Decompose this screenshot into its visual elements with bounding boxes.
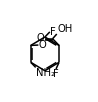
Text: OH: OH [57,24,72,34]
Text: O: O [39,40,46,50]
Text: O: O [37,33,45,43]
Text: F: F [53,69,59,79]
Text: NH₂: NH₂ [36,68,55,78]
Text: F: F [50,27,56,37]
